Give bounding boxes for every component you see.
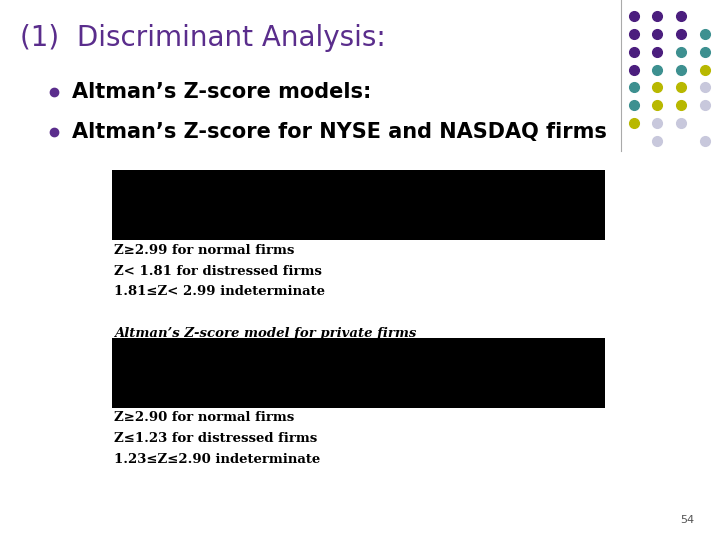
Text: Z≤1.23 for distressed firms: Z≤1.23 for distressed firms <box>114 432 317 445</box>
Text: 54: 54 <box>680 515 695 525</box>
Text: Altman’s Z-score models:: Altman’s Z-score models: <box>72 82 372 102</box>
Text: Altman’s Z-score for NYSE and NASDAQ firms: Altman’s Z-score for NYSE and NASDAQ fir… <box>72 122 607 143</box>
Text: Z≥2.90 for normal firms: Z≥2.90 for normal firms <box>114 411 294 424</box>
Text: Altman’s Z-score model for private firms: Altman’s Z-score model for private firms <box>114 327 416 340</box>
Text: 1.81≤Z< 2.99 indeterminate: 1.81≤Z< 2.99 indeterminate <box>114 285 325 298</box>
FancyBboxPatch shape <box>112 338 605 408</box>
Text: Z< 1.81 for distressed firms: Z< 1.81 for distressed firms <box>114 265 322 278</box>
Text: 1.23≤Z≤2.90 indeterminate: 1.23≤Z≤2.90 indeterminate <box>114 453 320 465</box>
Text: (1)  Discriminant Analysis:: (1) Discriminant Analysis: <box>20 24 386 52</box>
Text: Z≥2.99 for normal firms: Z≥2.99 for normal firms <box>114 244 294 257</box>
FancyBboxPatch shape <box>112 170 605 240</box>
